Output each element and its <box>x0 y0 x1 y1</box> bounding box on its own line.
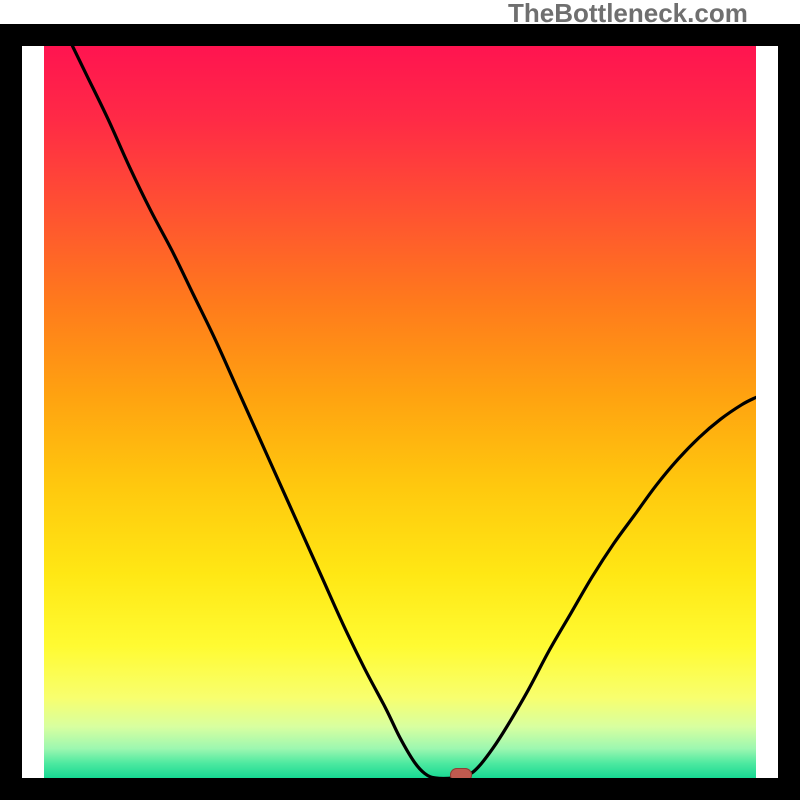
optimum-marker <box>450 768 472 778</box>
watermark-text: TheBottleneck.com <box>508 0 748 29</box>
curve-path <box>72 46 756 778</box>
chart-stage: TheBottleneck.com <box>0 0 800 800</box>
plot-area <box>44 46 756 778</box>
bottleneck-curve <box>44 46 756 778</box>
